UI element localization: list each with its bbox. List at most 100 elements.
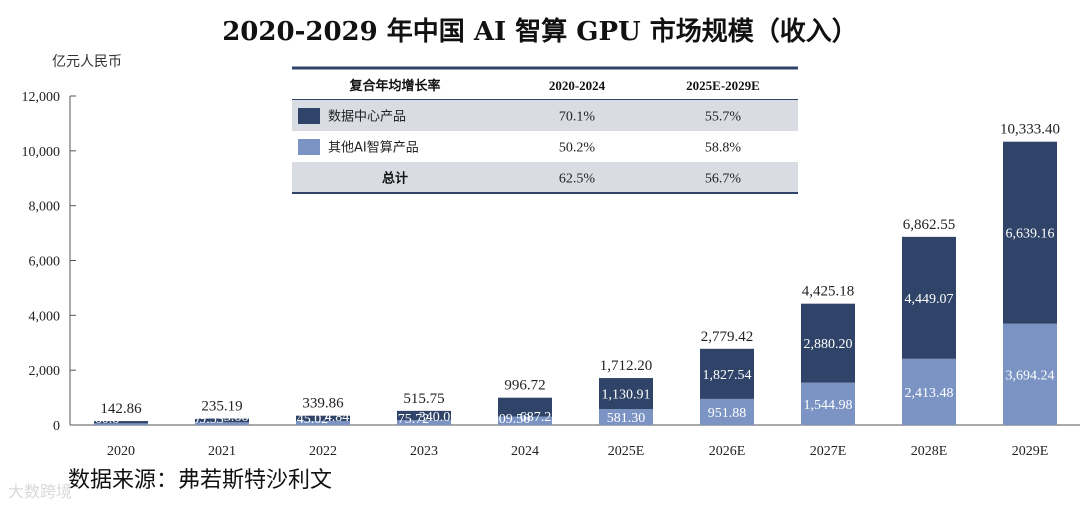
bar-group: 2,413.48 4,449.07 6,862.55	[902, 217, 956, 425]
bar-segment-datacenter	[1003, 141, 1057, 324]
y-axis-label: 亿元人民币	[52, 54, 122, 70]
legend-label: 数据中心产品	[328, 110, 406, 125]
bar-segment-other-ai	[397, 420, 451, 425]
table-value: 55.7%	[705, 110, 742, 125]
data-label-datacenter: 4,449.07	[905, 292, 954, 307]
y-tick-label: 10,000	[22, 145, 61, 160]
bar-segment-other-ai	[1003, 323, 1057, 425]
legend-swatch	[298, 139, 320, 155]
x-tick-label: 2027E	[810, 444, 847, 459]
y-tick-label: 6,000	[29, 255, 61, 270]
bar-group: 1,544.98 2,880.20 4,425.18	[801, 284, 855, 425]
bar-group: 3,694.24 6,639.16 10,333.40	[1000, 122, 1060, 425]
bar-segment-datacenter	[195, 418, 249, 423]
x-tick-label: 2020	[107, 444, 135, 459]
data-label-other-ai: 175.72	[391, 412, 430, 427]
total-label: 6,862.55	[903, 217, 956, 233]
table-header: 复合年均增长率	[348, 78, 440, 94]
y-tick-label: 2,000	[29, 364, 61, 379]
data-label-other-ai: 60.8	[95, 412, 120, 427]
data-label-other-ai: 3,694.24	[1006, 368, 1055, 383]
bar-segment-datacenter	[801, 303, 855, 383]
bar-segment-datacenter	[599, 378, 653, 410]
data-label-datacenter: 4.84	[325, 410, 350, 425]
bar-segment-datacenter	[94, 421, 148, 424]
data-label-datacenter: 6,639.16	[1006, 227, 1055, 242]
x-tick-label: 2023	[410, 444, 438, 459]
bar-segment-datacenter	[700, 348, 754, 399]
bar-segment-datacenter	[397, 410, 451, 421]
y-tick-label: 8,000	[29, 200, 61, 215]
x-tick-label: 2021	[208, 444, 236, 459]
data-label-datacenter: 1,130.91	[602, 388, 651, 403]
bar-group: 581.30 1,130.91 1,712.20	[599, 358, 653, 426]
x-tick-label: 2028E	[911, 444, 948, 459]
total-label: 235.19	[201, 399, 242, 415]
data-label-other-ai: 1,544.98	[804, 398, 853, 413]
y-tick-label: 12,000	[22, 90, 61, 105]
table-value: 58.8%	[705, 141, 742, 156]
bar-segment-other-ai	[700, 398, 754, 425]
source-note: 数据来源：弗若斯特沙利文	[68, 468, 333, 493]
total-label: 2,779.42	[701, 329, 754, 345]
total-label: 996.72	[504, 378, 545, 394]
cagr-table: 复合年均增长率 2020-2024 2025E-2029E 数据中心产品 70.1% 55…	[292, 66, 798, 194]
table-row-label: 总计	[382, 171, 408, 187]
total-label: 1,712.20	[600, 358, 653, 374]
y-tick-label: 4,000	[29, 309, 61, 324]
x-tick-label: 2026E	[709, 444, 746, 459]
total-label: 515.75	[403, 391, 444, 407]
y-tick-label: 0	[53, 419, 60, 434]
bar-segment-other-ai	[296, 421, 350, 425]
total-label: 142.86	[100, 401, 142, 417]
x-tick-label: 2022	[309, 444, 337, 459]
data-label-datacenter: 82.00	[119, 410, 151, 425]
bar-segment-datacenter	[902, 236, 956, 359]
x-tick-label: 2024	[511, 444, 539, 459]
data-label-other-ai: 99.53	[192, 412, 224, 427]
data-label-other-ai: 581.30	[607, 411, 646, 426]
data-label-other-ai: 2,413.48	[905, 386, 954, 401]
table-value: 70.1%	[559, 110, 596, 125]
table-value: 56.7%	[705, 172, 742, 187]
x-tick-label: 2025E	[608, 444, 645, 459]
data-label-other-ai: 309.50	[492, 412, 531, 427]
table-row-shade	[292, 100, 798, 131]
data-label-other-ai: 145.02	[290, 412, 329, 427]
chart-title: 2020-2029 年中国 AI 智算 GPU 市场规模（收入）	[222, 16, 858, 47]
bar-segment-datacenter	[498, 397, 552, 417]
watermark: 大数跨境	[8, 482, 73, 501]
legend-label: 其他AI智算产品	[328, 141, 419, 156]
data-label-datacenter: 2,880.20	[804, 337, 853, 352]
x-tick-label: 2029E	[1012, 444, 1049, 459]
table-header: 2025E-2029E	[686, 78, 760, 93]
bar-segment-other-ai	[94, 423, 148, 425]
bar-segment-other-ai	[599, 409, 653, 425]
table-value: 62.5%	[559, 172, 596, 187]
bar-segment-other-ai	[902, 358, 956, 425]
bar-segment-datacenter	[296, 415, 350, 422]
total-label: 339.86	[302, 396, 344, 412]
table-header: 2020-2024	[549, 78, 606, 93]
total-label: 4,425.18	[802, 284, 855, 300]
y-axis: 0 2,000 4,000 6,000 8,000 10,000 12,000	[22, 90, 76, 434]
table-value: 50.2%	[559, 141, 596, 156]
x-axis: 2020 2021 2022 2023 2024 2025E 2026E 2027E 2028E…	[107, 444, 1048, 459]
data-label-datacenter: 340.03	[419, 410, 458, 425]
data-label-other-ai: 951.88	[708, 406, 747, 421]
legend-swatch	[298, 108, 320, 124]
data-label-datacenter: 5.66	[224, 410, 249, 425]
bar-segment-other-ai	[801, 382, 855, 425]
data-label-datacenter: 687.22	[520, 410, 559, 425]
bar-group: 951.88 1,827.54 2,779.42	[700, 329, 754, 425]
table-row-shade	[292, 162, 798, 193]
total-label: 10,333.40	[1000, 122, 1060, 138]
bar-segment-other-ai	[498, 416, 552, 425]
data-label-datacenter: 1,827.54	[703, 368, 752, 383]
